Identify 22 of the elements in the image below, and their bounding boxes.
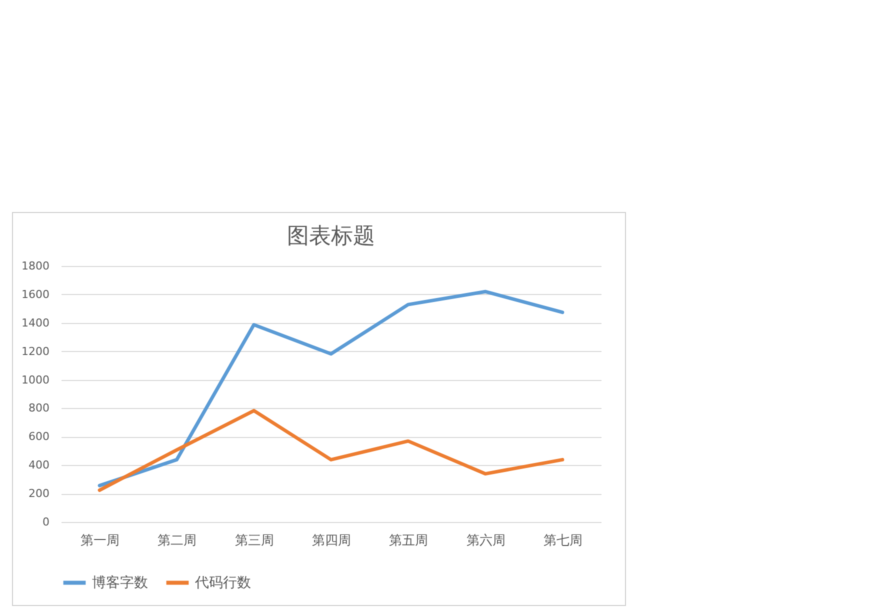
x-tick-label: 第六周 xyxy=(466,534,506,548)
legend-label: 博客字数 xyxy=(92,574,148,591)
y-tick-label: 1400 xyxy=(22,316,50,330)
y-tick-label: 0 xyxy=(42,516,50,528)
x-tick-label: 第四周 xyxy=(312,534,351,548)
y-tick-label: 1000 xyxy=(22,373,50,386)
x-tick-label: 第一周 xyxy=(80,534,120,548)
x-tick-label: 第三周 xyxy=(234,534,274,548)
x-tick-label: 第二周 xyxy=(158,534,197,548)
y-tick-label: 400 xyxy=(28,458,50,472)
line-series xyxy=(98,408,564,492)
line-series xyxy=(98,290,564,488)
y-tick-label: 1600 xyxy=(22,288,50,301)
chart-title: 图表标题 xyxy=(287,224,375,249)
y-tick-label: 1800 xyxy=(22,260,50,272)
y-tick-label: 1200 xyxy=(22,344,50,358)
y-tick-label: 200 xyxy=(28,487,50,500)
x-tick-label: 第七周 xyxy=(543,534,582,548)
legend-label: 代码行数 xyxy=(194,574,251,591)
y-tick-label: 600 xyxy=(28,430,50,444)
x-tick-label: 第五周 xyxy=(389,534,428,548)
y-tick-label: 800 xyxy=(28,402,50,415)
